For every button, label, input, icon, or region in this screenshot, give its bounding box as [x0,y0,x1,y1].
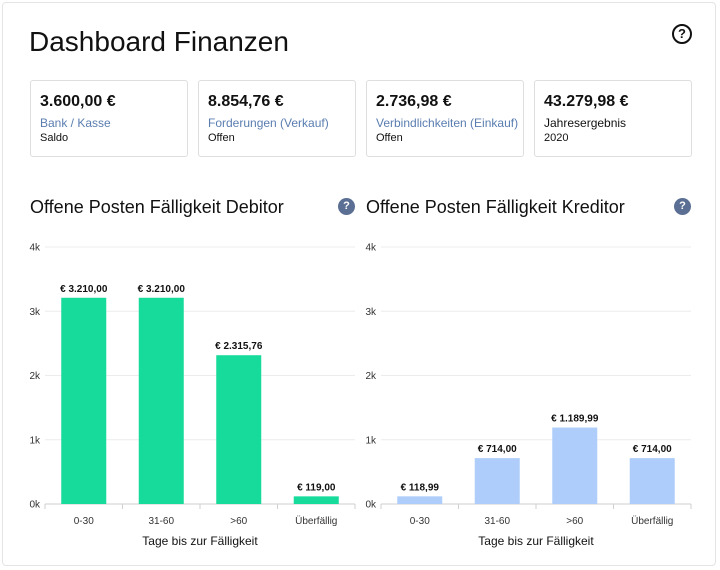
bar-value-label: € 119,00 [297,482,336,493]
kpi-value: 2.736,98 € [376,93,452,110]
help-icon-debitor[interactable]: ? [338,198,355,215]
kpi-card-jahresergebnis: 43.279,98 € Jahresergebnis 2020 [534,80,692,157]
bar-debitor-3[interactable] [293,496,339,504]
chart-debitor: 0k 1k 2k 3k 4k € 3.210,00 0-30 € 3.210,00 31-60 €… [29,243,356,548]
kpi-sublabel: Saldo [40,132,69,144]
kpi-label-link[interactable]: Forderungen (Verkauf) [208,116,329,130]
kpi-label-link[interactable]: Verbindlichkeiten (Einkauf) [376,116,519,130]
x-tick-label: >60 [230,516,247,527]
kpi-value: 43.279,98 € [544,93,629,110]
kpi-sublabel: Offen [376,132,403,144]
bar-value-label: € 1.189,99 [551,414,599,425]
x-tick-label: 31-60 [484,516,510,527]
y-tick-label: 1k [29,435,41,446]
help-icon[interactable]: ? [672,24,692,44]
bar-debitor-1[interactable] [138,297,184,504]
bar-kreditor-0[interactable] [397,496,443,504]
bar-value-label: € 3.210,00 [138,284,186,295]
bar-value-label: € 3.210,00 [60,284,108,295]
x-tick-label: Überfällig [631,515,673,527]
y-tick-label: 1k [365,435,377,446]
y-tick-label: 2k [365,371,377,382]
bar-kreditor-2[interactable] [552,427,598,504]
kpi-label: Jahresergebnis [544,116,627,130]
bar-value-label: € 118,99 [401,482,440,493]
bar-value-label: € 714,00 [478,444,517,455]
x-tick-label: Überfällig [295,515,337,527]
kpi-value: 3.600,00 € [40,93,116,110]
chart-title-debitor: Offene Posten Fälligkeit Debitor [30,197,284,217]
kpi-label-link[interactable]: Bank / Kasse [40,116,111,130]
x-axis-label: Tage bis zur Fälligkeit [478,534,594,548]
bar-kreditor-3[interactable] [629,458,675,504]
bar-debitor-2[interactable] [216,355,262,504]
kpi-card-verbindlichkeiten: 2.736,98 € Verbindlichkeiten (Einkauf) O… [366,80,524,157]
y-tick-label: 4k [365,243,377,254]
y-tick-label: 0k [29,500,41,511]
y-tick-label: 2k [29,371,41,382]
bar-value-label: € 2.315,76 [215,341,263,352]
x-tick-label: >60 [566,516,583,527]
x-axis-label: Tage bis zur Fälligkeit [142,534,258,548]
help-icon-kreditor[interactable]: ? [674,198,691,215]
x-tick-label: 0-30 [410,516,430,527]
bar-kreditor-1[interactable] [474,458,520,504]
y-tick-label: 3k [365,307,377,318]
bar-debitor-0[interactable] [61,297,107,504]
kpi-card-forderungen: 8.854,76 € Forderungen (Verkauf) Offen [198,80,356,157]
kpi-sublabel: 2020 [544,132,569,144]
chart-title-kreditor: Offene Posten Fälligkeit Kreditor [366,197,625,217]
y-tick-label: 4k [29,243,41,254]
chart-kreditor: 0k 1k 2k 3k 4k € 118,99 0-30 € 714,00 31-60 € 1.1… [365,243,692,548]
y-tick-label: 0k [365,500,377,511]
kpi-value: 8.854,76 € [208,93,284,110]
y-tick-label: 3k [29,307,41,318]
page-title: Dashboard Finanzen [29,26,289,57]
kpi-sublabel: Offen [208,132,235,144]
x-tick-label: 31-60 [148,516,174,527]
bar-value-label: € 714,00 [633,444,672,455]
kpi-card-bank: 3.600,00 € Bank / Kasse Saldo [30,80,188,157]
x-tick-label: 0-30 [74,516,94,527]
